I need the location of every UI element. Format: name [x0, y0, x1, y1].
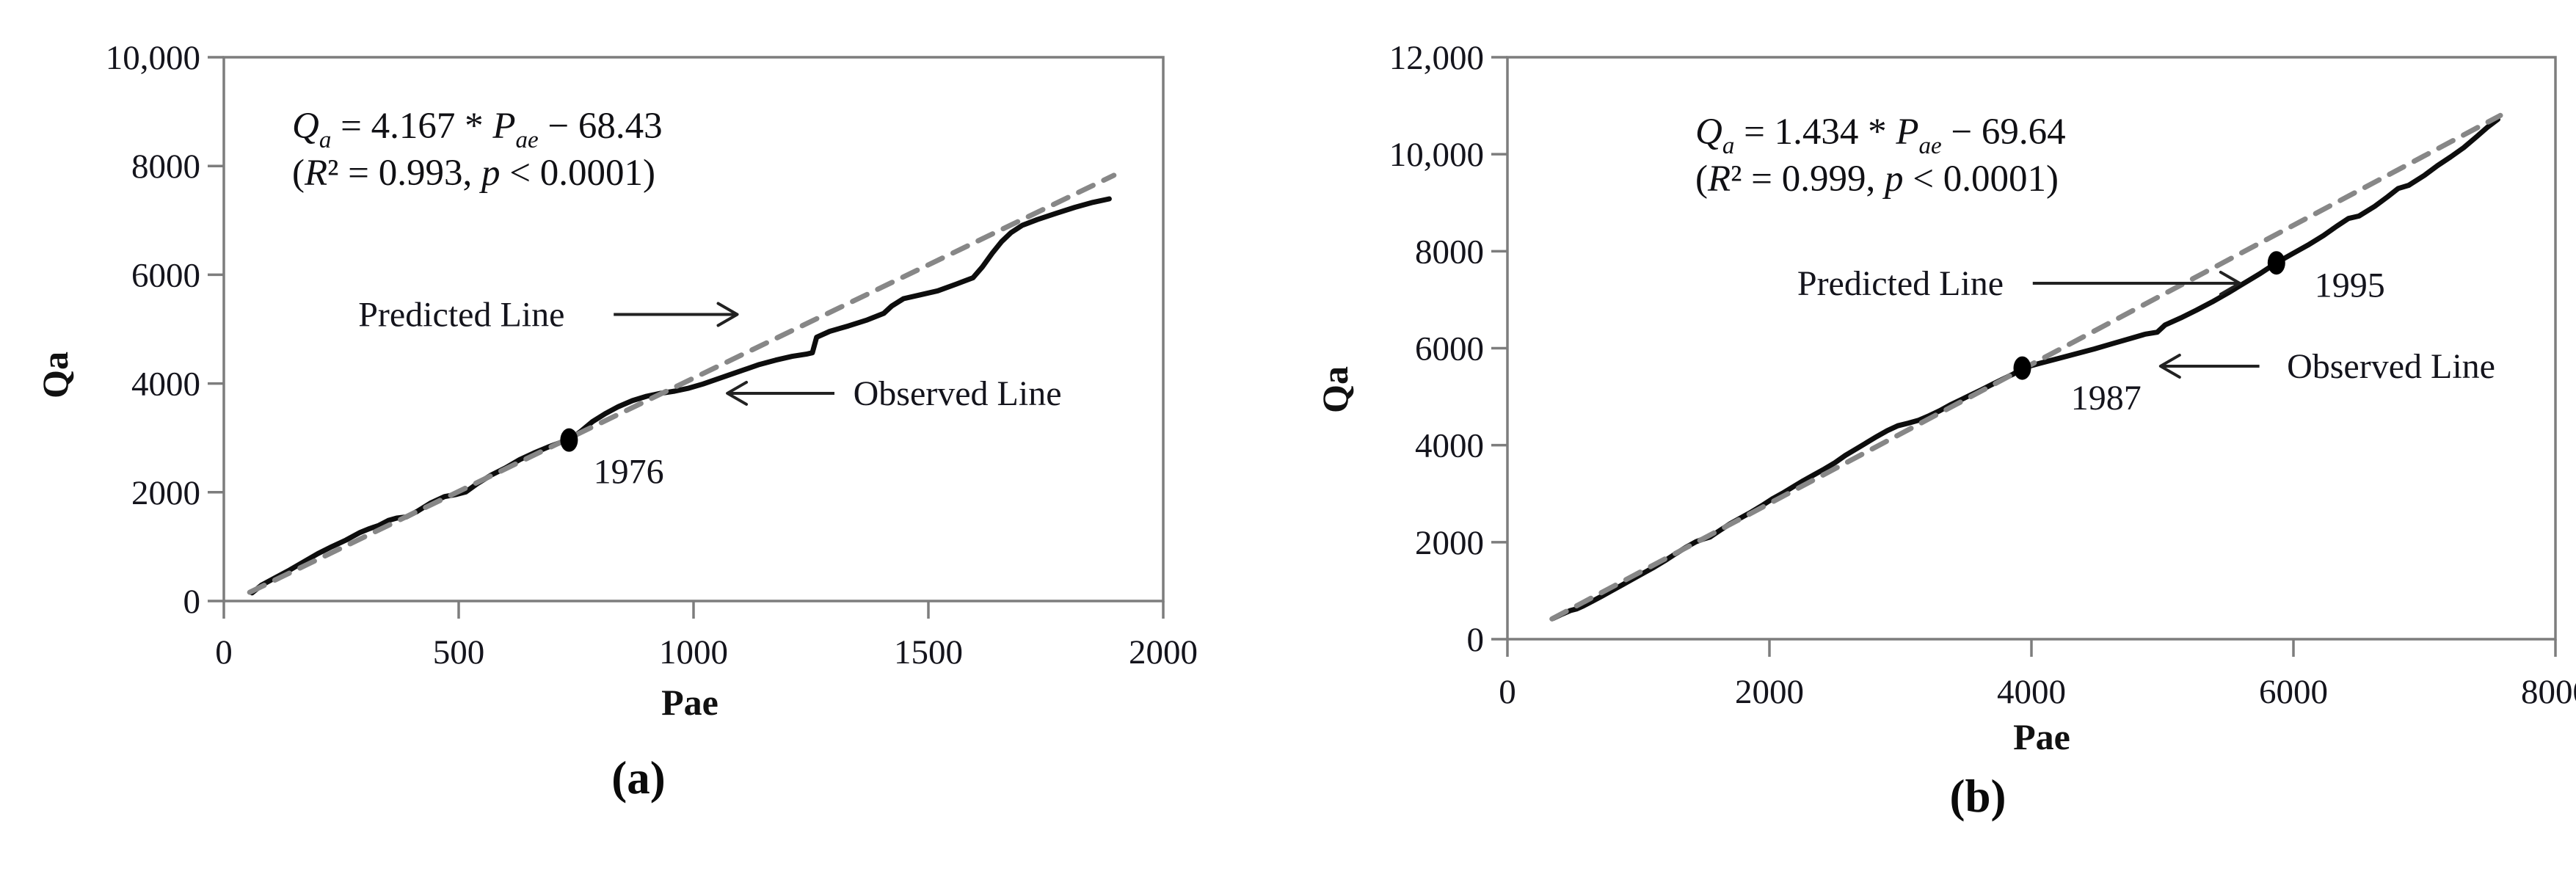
regression-stats: (R² = 0.999, p < 0.0001) [1695, 159, 2059, 200]
y-axis-title: Qa [1314, 366, 1356, 413]
y-tick-label: 6000 [1415, 330, 1484, 368]
x-tick-label: 2000 [1735, 673, 1804, 711]
subfigure-caption: (b) [1950, 771, 2006, 822]
subfigure-caption: (a) [611, 752, 665, 804]
observed-line-label: Observed Line [2287, 347, 2495, 386]
y-tick-label: 8000 [1415, 233, 1484, 271]
chart-b: 0 2000 4000 6000 8000 10,000 12,000 0 2000 4000 60… [1314, 12, 2576, 874]
y-tick-label: 12,000 [1389, 39, 1484, 77]
y-tick-label: 8000 [131, 148, 200, 186]
y-tick-label: 2000 [131, 474, 200, 512]
x-axis-title: Pae [661, 682, 718, 723]
observed-line-series [249, 196, 1112, 596]
x-tick-label: 500 [433, 633, 485, 671]
regression-equation: Qa = 4.167 * Pae − 68.43 [292, 106, 663, 153]
chart-b-svg: 0 2000 4000 6000 8000 10,000 12,000 0 2000 4000 60… [1314, 39, 2576, 822]
x-axis-title: Pae [2013, 716, 2070, 757]
breakpoint-year-label: 1976 [594, 453, 664, 492]
y-tick-label: 2000 [1415, 524, 1484, 562]
y-tick-label: 0 [183, 583, 201, 621]
x-tick-label: 6000 [2259, 673, 2328, 711]
observed-line-label-arrowhead [726, 380, 749, 406]
y-tick-label: 0 [1467, 621, 1485, 659]
predicted-line-series [247, 172, 1117, 595]
chart-a-svg: 0 2000 4000 6000 8000 10,000 0 500 1000 1500 2000 Q… [34, 39, 1198, 804]
x-tick-label: 2000 [1129, 633, 1198, 671]
x-tick-label: 8000 [2521, 673, 2576, 711]
x-tick-label: 0 [1499, 673, 1516, 711]
observed-line-label-arrowhead [2158, 353, 2181, 379]
predicted-line-label-arrowhead [716, 302, 739, 327]
breakpoint-marker [2013, 356, 2031, 380]
x-tick-label: 4000 [1997, 673, 2066, 711]
y-tick-label: 4000 [131, 365, 200, 404]
predicted-line-label: Predicted Line [1797, 264, 2004, 303]
predicted-line-label: Predicted Line [358, 295, 564, 334]
chart-a: 0 2000 4000 6000 8000 10,000 0 500 1000 1500 2000 Q… [29, 12, 1317, 874]
x-tick-label: 1000 [659, 633, 728, 671]
regression-stats: (R² = 0.993, p < 0.0001) [292, 153, 655, 194]
x-tick-label: 0 [215, 633, 233, 671]
observed-line-label: Observed Line [854, 374, 1062, 413]
y-tick-label: 10,000 [1389, 136, 1484, 174]
y-tick-label: 4000 [1415, 427, 1484, 465]
predicted-line-label-arrowhead [2219, 270, 2241, 296]
breakpoint-marker [2267, 251, 2285, 275]
y-tick-label: 6000 [131, 256, 200, 294]
y-axis-title: Qa [34, 352, 76, 398]
breakpoint-marker [560, 428, 578, 452]
x-tick-label: 1500 [894, 633, 963, 671]
breakpoint-year-label: 1995 [2315, 266, 2385, 305]
breakpoint-year-label: 1987 [2071, 379, 2142, 418]
y-tick-label: 10,000 [106, 39, 200, 77]
regression-equation: Qa = 1.434 * Pae − 69.64 [1695, 112, 2066, 159]
